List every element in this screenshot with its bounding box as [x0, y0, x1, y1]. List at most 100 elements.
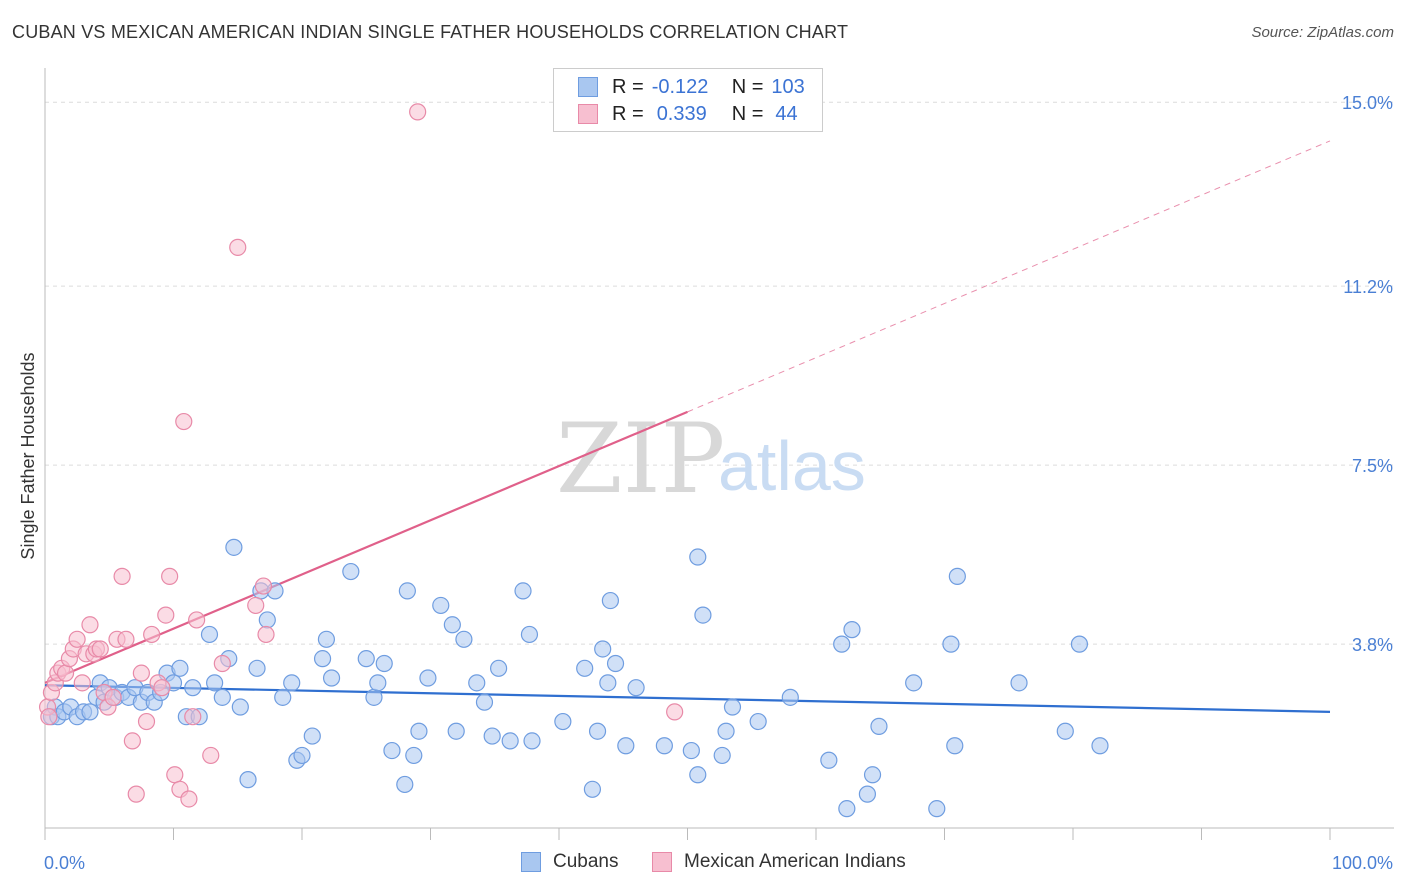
cubans-point — [303, 727, 321, 745]
mexican-american-indians-point — [123, 732, 141, 750]
legend-row-cubans: R = -0.122 N = 103 — [578, 74, 805, 100]
cubans-point — [501, 732, 519, 750]
cubans-point — [594, 640, 612, 658]
cubans-point — [523, 732, 541, 750]
cubans-point — [248, 659, 266, 677]
cubans-point — [606, 654, 625, 673]
cubans-point — [576, 659, 594, 677]
legend-label-cubans: Cubans — [553, 851, 619, 872]
cubans-point — [905, 674, 923, 692]
cubans-point — [455, 630, 473, 648]
y-tick-label: 11.2% — [1343, 277, 1393, 297]
cubans-point — [171, 659, 189, 677]
cubans-point — [617, 737, 635, 755]
mexican-american-indians-point — [81, 616, 99, 634]
cubans-point — [870, 717, 888, 735]
cubans-point — [322, 669, 341, 687]
cubans-point — [475, 693, 494, 711]
mexican-american-indians-point — [409, 103, 427, 121]
cubans-point — [443, 616, 461, 634]
legend-swatch-mexican-american-indians — [652, 852, 672, 872]
cubans-point — [258, 611, 276, 629]
mexican-american-indians-trendline-extension — [687, 140, 1331, 413]
grid-layer — [45, 101, 1394, 645]
cubans-point — [396, 775, 414, 794]
mexican-american-indians-point — [40, 708, 58, 726]
cubans-point — [410, 722, 428, 740]
mexican-american-indians-point — [73, 674, 91, 692]
cubans-point — [239, 771, 257, 789]
watermark-zip: ZIP — [556, 403, 725, 515]
mexican-american-indians-point — [180, 790, 198, 808]
y-tick-label: 7.5% — [1352, 456, 1393, 476]
legend-swatch-mexican-american-indians — [578, 104, 598, 124]
mexican-american-indians-point — [104, 688, 122, 706]
mexican-american-indians-point — [175, 412, 193, 431]
cubans-point — [483, 727, 501, 745]
cubans-point — [599, 674, 617, 692]
mexican-american-indians-point — [157, 606, 175, 624]
legend-r-label: R = — [612, 102, 644, 125]
watermark: ZIP atlas — [556, 403, 866, 515]
cubans-point — [317, 630, 336, 648]
cubans-point — [490, 659, 508, 677]
cubans-point — [749, 712, 767, 731]
mexican-american-indians-point — [143, 625, 161, 644]
y-tick-label: 3.8% — [1352, 635, 1393, 655]
mexican-american-indians-point — [132, 664, 150, 682]
legend-r-label: R = — [612, 75, 644, 98]
cubans-point — [689, 766, 707, 784]
cubans-point — [717, 722, 735, 740]
stats-legend: R = -0.122 N = 103 R = 0.339 N = 44 — [553, 68, 823, 132]
cubans-point — [843, 621, 861, 639]
cubans-point — [405, 746, 423, 765]
tick-layer: 3.8% 7.5% 11.2% 15.0% 0.0% 100.0% — [44, 93, 1393, 873]
cubans-point — [820, 751, 838, 769]
cubans-point — [781, 688, 799, 706]
mexican-american-indians-point — [257, 625, 275, 644]
mexican-american-indians-point — [68, 630, 86, 648]
x-tick-label: 0.0% — [44, 853, 85, 873]
legend-row-mexican-american-indians: R = 0.339 N = 44 — [578, 101, 798, 127]
legend-n-label: N = — [731, 75, 764, 98]
cubans-point — [723, 698, 742, 716]
mexican-american-indians-point — [166, 766, 184, 784]
cubans-point — [627, 679, 645, 697]
watermark-atlas: atlas — [718, 427, 866, 505]
legend-item-mexican-american-indians[interactable]: Mexican American Indians — [652, 851, 906, 873]
cubans-point — [342, 562, 360, 581]
cubans-point — [468, 674, 486, 692]
cubans-point — [383, 741, 401, 760]
legend-r-value: -0.122 — [651, 75, 709, 98]
cubans-point — [1091, 737, 1109, 755]
cubans-point — [588, 722, 607, 740]
cubans-point — [365, 688, 383, 706]
cubans-point — [863, 766, 882, 784]
mexican-american-indians-point — [202, 746, 220, 765]
cubans-point — [274, 688, 292, 706]
mexican-american-indians-trendline — [44, 410, 688, 684]
cubans-point — [946, 737, 964, 755]
series-legend: Cubans Mexican American Indians — [0, 851, 1406, 877]
cubans-point — [1070, 635, 1089, 653]
mexican-american-indians-point — [188, 611, 206, 629]
mexican-american-indians-point — [229, 238, 247, 256]
mexican-american-indians-point — [254, 577, 273, 595]
cubans-point — [432, 596, 450, 615]
cubans-point — [1056, 722, 1074, 740]
cubans-point — [213, 688, 231, 706]
legend-item-cubans[interactable]: Cubans — [521, 851, 619, 873]
cubans-point — [81, 703, 99, 721]
legend-n-value: 44 — [775, 102, 798, 125]
cubans-point — [419, 669, 437, 687]
mexican-american-indians-point — [666, 703, 684, 721]
mexican-american-indians-point — [127, 785, 145, 803]
cubans-point — [369, 674, 387, 692]
cubans-point — [206, 674, 224, 692]
cubans-point — [447, 722, 465, 740]
cubans-point — [200, 625, 219, 644]
cubans-point — [858, 785, 877, 803]
mexican-american-indians-point — [161, 567, 179, 585]
x-tick-label: 100.0% — [1332, 853, 1393, 873]
